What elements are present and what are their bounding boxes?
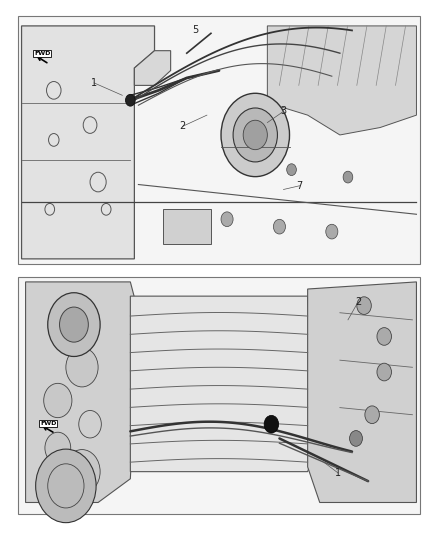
Text: FWD: FWD [40,421,57,426]
Circle shape [273,219,286,234]
Polygon shape [21,26,155,259]
Circle shape [48,293,100,357]
Circle shape [64,450,100,494]
Text: 3: 3 [280,107,286,116]
Bar [18,277,420,514]
Circle shape [45,432,71,464]
Circle shape [221,212,233,227]
Text: 1: 1 [91,78,97,88]
Circle shape [44,383,72,418]
Circle shape [326,224,338,239]
Text: 7: 7 [297,181,303,191]
Bar [18,16,420,264]
Text: 2: 2 [180,122,186,131]
Circle shape [377,363,392,381]
Text: FWD: FWD [34,51,50,56]
Circle shape [287,164,297,175]
Polygon shape [134,51,171,85]
Bar [162,209,211,244]
Circle shape [377,328,392,345]
Circle shape [79,410,101,438]
Circle shape [343,171,353,183]
Circle shape [357,297,371,314]
Circle shape [221,93,290,176]
Circle shape [264,415,279,433]
Circle shape [365,406,379,424]
Polygon shape [307,282,417,503]
Text: 1: 1 [335,468,341,478]
Polygon shape [25,282,138,503]
Text: 2: 2 [355,297,361,307]
Circle shape [35,449,96,523]
Circle shape [243,120,267,150]
Text: 5: 5 [192,25,198,35]
Circle shape [66,348,98,387]
Circle shape [233,108,277,162]
Circle shape [126,94,135,106]
Polygon shape [267,26,417,135]
Circle shape [350,431,363,446]
Polygon shape [131,296,316,472]
Circle shape [60,307,88,342]
